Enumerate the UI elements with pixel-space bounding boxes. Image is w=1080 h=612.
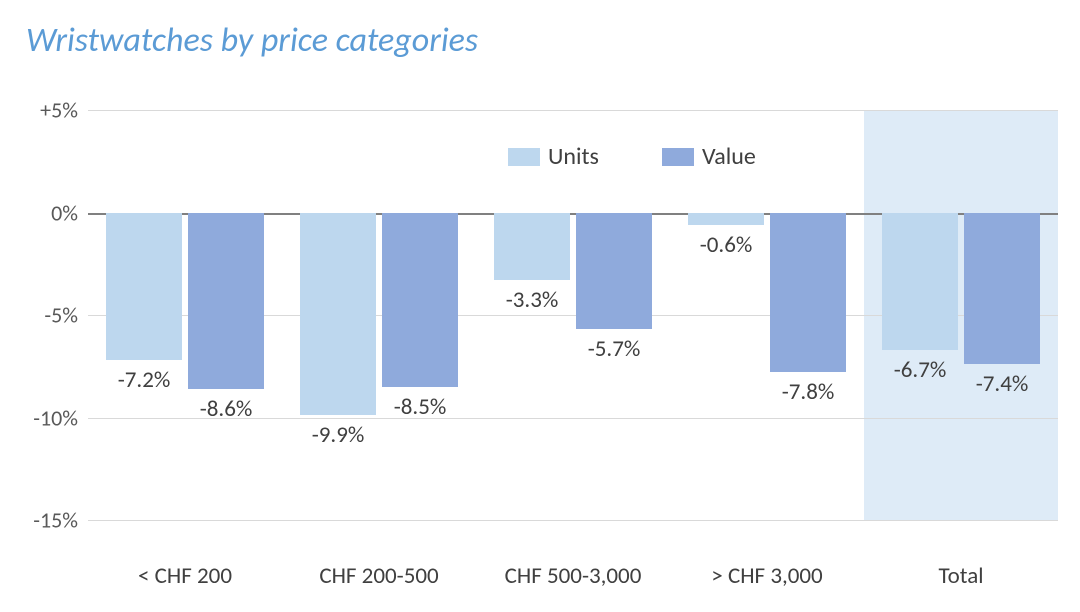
bar-value-label: -9.9% [312, 421, 365, 449]
bar-units [688, 213, 764, 225]
legend-label: Units [548, 142, 599, 171]
x-tick-label: CHF 200-500 [319, 562, 438, 590]
bar-value-label: -3.3% [506, 286, 559, 314]
y-tick-label: -15% [8, 507, 78, 534]
x-tick-label: Total [938, 562, 983, 590]
x-tick-label: < CHF 200 [138, 562, 232, 590]
x-tick-label: CHF 500-3,000 [505, 562, 642, 590]
bar-value-label: -7.8% [782, 378, 835, 406]
bar-value [770, 213, 846, 373]
y-tick-label: -10% [8, 404, 78, 431]
bar-units [300, 213, 376, 416]
bar-value-label: -6.7% [894, 356, 947, 384]
bar-value-label: -5.7% [588, 335, 641, 363]
bar-value [188, 213, 264, 389]
y-tick-label: -5% [8, 302, 78, 329]
y-tick-label: 0% [8, 199, 78, 226]
chart-title: Wristwatches by price categories [26, 20, 478, 61]
chart-plot-area: +5%0%-5%-10%-15%-7.2%-8.6%< CHF 200-9.9%… [88, 110, 1058, 520]
bar-units [106, 213, 182, 361]
legend-label: Value [702, 142, 756, 171]
x-tick-label: > CHF 3,000 [711, 562, 822, 590]
y-tick-label: +5% [8, 97, 78, 124]
legend-swatch [508, 148, 540, 166]
legend-swatch [662, 148, 694, 166]
bar-units [882, 213, 958, 350]
bar-value-label: -8.6% [200, 395, 253, 423]
bar-value-label: -0.6% [700, 231, 753, 259]
bar-value-label: -7.2% [118, 366, 171, 394]
bar-value [964, 213, 1040, 365]
bar-units [494, 213, 570, 281]
bar-value-label: -8.5% [394, 393, 447, 421]
bar-value [382, 213, 458, 387]
gridline [88, 520, 1058, 521]
gridline [88, 110, 1058, 111]
bar-value-label: -7.4% [976, 370, 1029, 398]
bar-value [576, 213, 652, 330]
